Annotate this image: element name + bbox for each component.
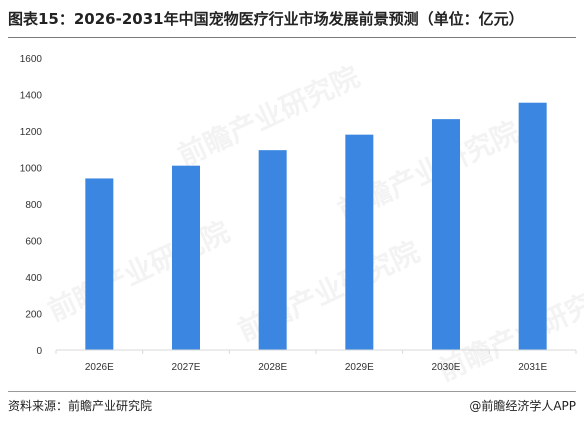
bar-2031E xyxy=(518,102,547,351)
title-divider xyxy=(8,37,576,38)
bar-2027E xyxy=(172,165,200,350)
x-tick-label: 2029E xyxy=(345,362,374,373)
y-axis: 0 200 400 600 800 1000 1200 1400 1600 xyxy=(20,54,43,357)
y-tick-label: 1600 xyxy=(20,54,43,65)
x-axis: 2026E 2027E 2028E 2029E 2030E 2031E xyxy=(55,349,577,373)
y-tick-label: 200 xyxy=(25,310,42,321)
y-tick-label: 600 xyxy=(25,237,42,248)
x-tick-label: 2028E xyxy=(258,362,287,373)
x-tick-label: 2027E xyxy=(172,362,201,373)
bar-2030E xyxy=(432,119,460,350)
y-tick-label: 800 xyxy=(25,200,42,211)
chart-title: 图表15：2026-2031年中国宠物医疗行业市场发展前景预测（单位：亿元） xyxy=(8,10,524,28)
bars xyxy=(85,102,547,351)
y-tick-label: 1400 xyxy=(20,91,43,102)
y-tick-label: 400 xyxy=(25,273,42,284)
y-tick-label: 1000 xyxy=(20,164,43,175)
bar-2028E xyxy=(258,150,287,350)
x-tick-label: 2031E xyxy=(518,362,547,373)
bar-2029E xyxy=(345,134,374,350)
source-note: 资料来源：前瞻产业研究院 xyxy=(8,399,153,413)
x-tick-label: 2030E xyxy=(432,362,461,373)
brand-credit: @前瞻经济学人APP xyxy=(469,399,576,413)
footer-divider xyxy=(8,391,576,392)
x-tick-label: 2026E xyxy=(85,362,114,373)
y-tick-label: 0 xyxy=(36,346,42,357)
y-tick-label: 1200 xyxy=(20,127,43,138)
bar-2026E xyxy=(85,178,114,350)
